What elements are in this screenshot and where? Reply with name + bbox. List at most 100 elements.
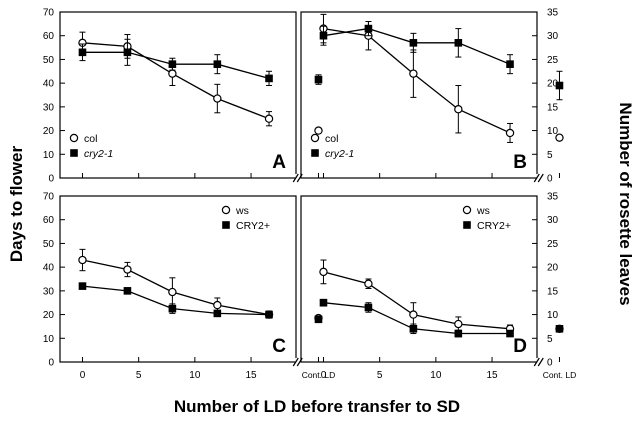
y-tick-label: 35 bbox=[547, 192, 559, 203]
data-point bbox=[123, 265, 132, 274]
data-point bbox=[314, 315, 323, 324]
y-tick-label: 20 bbox=[43, 126, 55, 137]
axis-break-mark bbox=[537, 357, 544, 367]
data-point bbox=[168, 60, 177, 68]
axis-break-mark bbox=[533, 357, 540, 367]
x-tick-label: 15 bbox=[486, 370, 498, 381]
legend-label: CRY2+ bbox=[477, 220, 511, 232]
data-point bbox=[319, 267, 328, 277]
x-tick-label: 0 bbox=[80, 370, 86, 381]
y-tick-label: 10 bbox=[547, 310, 559, 321]
legend-label: CRY2+ bbox=[236, 220, 270, 232]
data-point bbox=[506, 329, 514, 338]
legend-marker bbox=[70, 149, 78, 157]
data-point bbox=[364, 24, 373, 33]
series-CRY2+ bbox=[319, 298, 564, 338]
series-cry2-1 bbox=[319, 20, 564, 101]
data-point bbox=[78, 255, 87, 265]
y-tick-label: 50 bbox=[43, 55, 55, 66]
x-tick-label-cont: Cont. LD bbox=[302, 370, 336, 380]
panel-letter: B bbox=[513, 152, 527, 173]
data-point bbox=[454, 105, 463, 114]
series-CRY2+ bbox=[78, 282, 323, 324]
data-point bbox=[319, 31, 328, 40]
data-point bbox=[123, 48, 132, 57]
axis-break-mark bbox=[537, 173, 544, 183]
series-col bbox=[319, 13, 564, 143]
y-tick-label: 15 bbox=[547, 286, 559, 297]
series-ws bbox=[78, 248, 323, 323]
y-tick-label: 10 bbox=[43, 150, 55, 161]
y-tick-label: 35 bbox=[547, 8, 559, 19]
panel-letter: C bbox=[272, 336, 286, 357]
data-point bbox=[123, 287, 132, 295]
data-point bbox=[78, 48, 87, 57]
y-tick-label: 0 bbox=[48, 174, 54, 185]
legend-label: cry2-1 bbox=[325, 148, 354, 160]
data-point bbox=[168, 304, 177, 313]
y-tick-label: 20 bbox=[43, 310, 55, 321]
panel-A: 0 10 20 30 40 50 60 70 col cry2-1 A bbox=[43, 8, 323, 185]
y-tick-label: 5 bbox=[547, 334, 553, 345]
y-tick-label: 0 bbox=[547, 358, 553, 369]
y-tick-label: 0 bbox=[547, 174, 553, 185]
data-point bbox=[213, 300, 222, 310]
legend-marker bbox=[221, 205, 231, 215]
data-point bbox=[555, 325, 564, 333]
data-point bbox=[364, 279, 373, 288]
data-point bbox=[213, 309, 222, 318]
x-tick-label: 10 bbox=[430, 370, 442, 381]
plot-frame bbox=[59, 195, 297, 363]
x-tick-label: 15 bbox=[245, 370, 257, 381]
y-tick-label: 30 bbox=[43, 102, 55, 113]
data-point bbox=[454, 319, 463, 329]
data-point bbox=[168, 287, 177, 297]
y-tick-label: 5 bbox=[547, 150, 553, 161]
data-point bbox=[314, 75, 323, 84]
axis-break-gap bbox=[295, 358, 303, 366]
legend-marker bbox=[462, 205, 472, 215]
data-point bbox=[454, 329, 463, 338]
y-axis-label-left: Days to flower bbox=[7, 146, 26, 263]
y-tick-label: 20 bbox=[547, 79, 559, 90]
y-tick-label: 40 bbox=[43, 263, 55, 274]
legend-label: col bbox=[325, 133, 338, 145]
data-point bbox=[264, 114, 274, 123]
legend-marker bbox=[310, 133, 320, 143]
data-point bbox=[409, 39, 418, 47]
series-ws bbox=[319, 259, 564, 334]
y-tick-label: 30 bbox=[547, 215, 559, 226]
data-point bbox=[213, 60, 222, 68]
data-point bbox=[505, 128, 515, 138]
x-tick-label-cont: Cont. LD bbox=[543, 370, 577, 380]
data-point bbox=[168, 69, 177, 78]
series-cry2-1 bbox=[78, 38, 323, 87]
legend-marker bbox=[222, 221, 230, 229]
legend-label: cry2-1 bbox=[84, 148, 113, 160]
x-tick-label: 10 bbox=[189, 370, 201, 381]
panel-letter: A bbox=[272, 152, 286, 173]
data-point bbox=[319, 298, 328, 307]
legend-marker bbox=[463, 221, 471, 229]
panel-B: 0 5 10 15 20 25 30 35 col cry2-1 B bbox=[300, 8, 564, 185]
y-tick-label: 70 bbox=[43, 192, 55, 203]
plot-frame bbox=[300, 195, 538, 363]
data-point bbox=[265, 74, 273, 83]
x-tick-label: 5 bbox=[136, 370, 142, 381]
legend-label: col bbox=[84, 133, 97, 145]
plot-frame bbox=[300, 11, 538, 179]
data-point bbox=[364, 303, 373, 312]
data-point bbox=[78, 282, 87, 290]
x-tick-label: 5 bbox=[377, 370, 383, 381]
panel-letter: D bbox=[513, 336, 527, 357]
y-tick-label: 25 bbox=[547, 239, 559, 250]
axis-break-gap bbox=[536, 174, 544, 182]
legend-label: ws bbox=[476, 205, 490, 217]
y-tick-label: 25 bbox=[547, 55, 559, 66]
y-tick-label: 20 bbox=[547, 263, 559, 274]
series-line bbox=[323, 271, 511, 330]
data-point bbox=[213, 94, 222, 103]
y-tick-label: 60 bbox=[43, 31, 55, 42]
